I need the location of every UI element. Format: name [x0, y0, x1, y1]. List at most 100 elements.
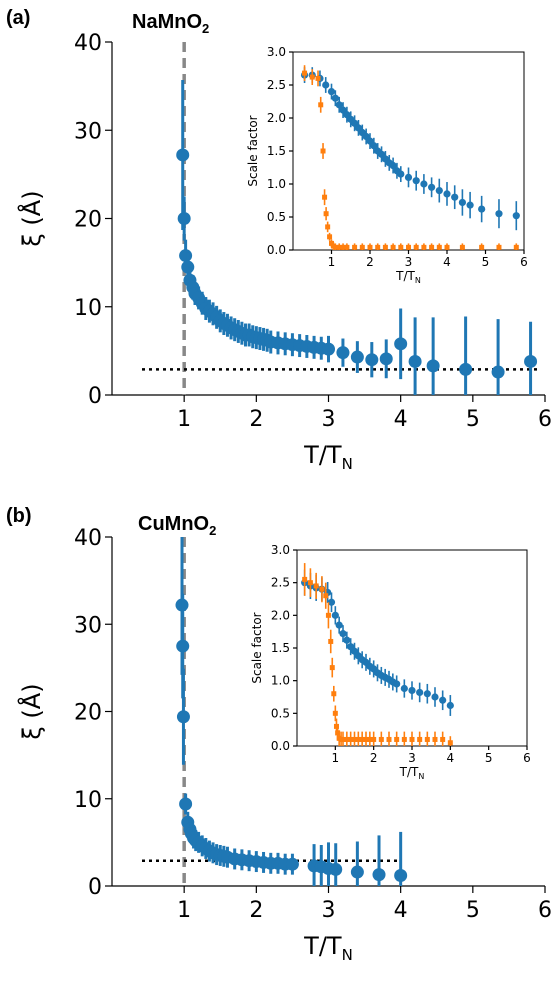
a-inset-series-blue [300, 67, 520, 231]
a-inset-point [327, 234, 333, 240]
b-inset-ytick-label: 0.5 [271, 706, 290, 720]
b-inset-ytick-label: 1.5 [271, 641, 290, 655]
b-main-point [285, 857, 299, 871]
b-inset-point [446, 701, 454, 710]
b-inset-point [325, 612, 331, 618]
a-inset-xtick-label: 6 [520, 255, 528, 269]
b-main-point [372, 868, 386, 882]
a-main-point [181, 260, 195, 274]
a-inset-point [309, 74, 315, 80]
b-inset-point [386, 736, 392, 742]
b-inset-series-orange [302, 563, 453, 746]
b-inset-xtick-label: 4 [447, 751, 455, 765]
a-inset-point [513, 244, 519, 250]
b-main-ytick-label: 10 [74, 788, 102, 813]
b-inset-point [335, 621, 343, 629]
a-main-point [394, 337, 408, 351]
b-inset-ytick-label: 0.0 [271, 739, 290, 753]
b-inset-xtick-label: 6 [523, 751, 531, 765]
b-main-xtick-label: 5 [466, 898, 480, 923]
a-inset-point [320, 148, 326, 154]
b-inset-xtick-label: 2 [370, 751, 378, 765]
b-main-point [179, 797, 193, 811]
a-main-x-label: T/TN [303, 441, 353, 473]
a-inset-point [459, 244, 465, 250]
b-main-point [394, 869, 408, 883]
a-inset-point [429, 244, 435, 250]
b-inset-point [409, 736, 415, 742]
b-main-xtick-label: 4 [394, 898, 408, 923]
b-inset-xtick-label: 1 [332, 751, 340, 765]
a-inset-xtick-label: 4 [443, 255, 451, 269]
a-inset-point [389, 161, 397, 170]
a-main-y-label: ξ (Å) [17, 190, 46, 246]
panel-a-main-plot: 1 2 3 4 5 6 0 10 20 30 40 T/TN ξ (Å) [17, 31, 552, 473]
a-inset-point [390, 244, 396, 250]
b-inset-point [331, 691, 337, 697]
a-main-xtick-label: 2 [249, 407, 263, 432]
a-main-xtick-label: 4 [394, 407, 408, 432]
b-inset-point [424, 736, 430, 742]
b-inset-point [335, 730, 341, 736]
a-main-xtick-label: 1 [177, 407, 191, 432]
a-main-point [179, 249, 193, 263]
a-inset-point [336, 244, 342, 250]
b-inset-point [394, 736, 400, 742]
b-inset-x-label: T/TN [399, 765, 425, 781]
b-inset-point [432, 736, 438, 742]
b-main-point [176, 710, 190, 724]
b-inset-point [447, 740, 453, 746]
b-inset-point [344, 736, 350, 742]
a-main-ytick-label: 30 [74, 119, 102, 144]
b-inset-ytick-label: 1.0 [271, 674, 290, 688]
a-inset-point [451, 193, 459, 201]
b-inset-ytick-label: 3.0 [271, 543, 290, 557]
b-inset-y-label: Scale factor [250, 612, 264, 683]
a-main-point [524, 354, 538, 368]
a-main-xtick-label: 5 [466, 407, 480, 432]
a-inset-point [435, 187, 443, 195]
b-main-xtick-label: 3 [322, 898, 336, 923]
panel-a-title: NaMnO2 [132, 11, 209, 36]
panel-b-label: (b) [6, 505, 32, 527]
a-inset-point [478, 205, 486, 213]
b-inset-point [431, 693, 439, 701]
panel-b-main-plot: 1 2 3 4 5 6 0 10 20 30 40 T/TN ξ (Å) [17, 526, 552, 964]
a-inset-point [496, 244, 502, 250]
b-main-xtick-label: 2 [249, 898, 263, 923]
a-inset-ytick-label: 1.0 [267, 177, 286, 191]
a-inset-xtick-label: 1 [328, 255, 336, 269]
b-inset-point [340, 736, 346, 742]
a-inset-point [322, 194, 328, 200]
a-inset-point [329, 240, 334, 246]
a-inset-point [335, 101, 343, 109]
b-inset-point [359, 736, 365, 742]
b-inset-point [439, 696, 447, 704]
b-inset-point [307, 580, 313, 586]
b-inset-xtick-label: 3 [408, 751, 416, 765]
a-inset-xtick-label: 5 [482, 255, 490, 269]
panel-b-title: CuMnO2 [138, 513, 216, 538]
a-inset-point [344, 244, 350, 250]
a-inset-point [466, 201, 474, 209]
b-inset-point [393, 680, 401, 688]
a-inset-point [458, 198, 466, 207]
b-main-xtick-label: 1 [177, 898, 191, 923]
a-inset-point [315, 75, 321, 81]
b-inset-point [328, 638, 334, 644]
a-inset-point [404, 173, 413, 181]
b-inset-point [363, 736, 369, 742]
b-inset-point [348, 736, 354, 742]
a-inset-point [375, 244, 381, 250]
b-inset-point [401, 736, 407, 742]
a-inset-point [495, 210, 503, 218]
a-inset-point [340, 244, 346, 250]
b-inset-point [367, 736, 373, 742]
a-inset-point [512, 212, 520, 220]
panel-a-label: (a) [6, 7, 30, 29]
b-main-series-blue [175, 537, 408, 886]
b-inset-ytick-label: 2.0 [271, 608, 290, 622]
b-inset-point [343, 636, 351, 644]
a-inset-xtick-label: 3 [405, 255, 413, 269]
